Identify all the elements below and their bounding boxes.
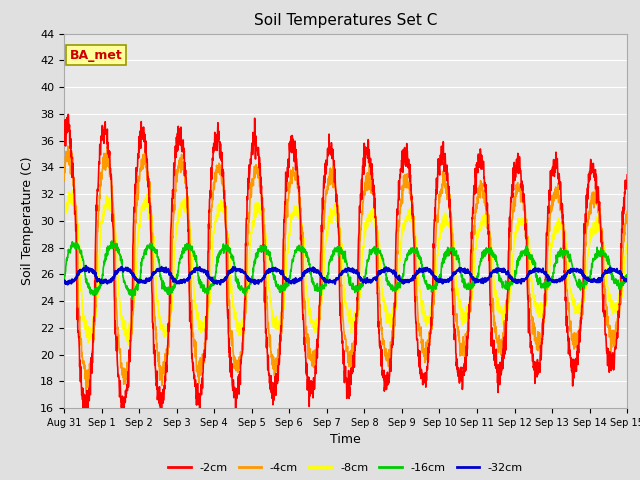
Title: Soil Temperatures Set C: Soil Temperatures Set C <box>254 13 437 28</box>
X-axis label: Time: Time <box>330 433 361 446</box>
Y-axis label: Soil Temperature (C): Soil Temperature (C) <box>22 156 35 285</box>
Legend: -2cm, -4cm, -8cm, -16cm, -32cm: -2cm, -4cm, -8cm, -16cm, -32cm <box>164 458 527 477</box>
Text: BA_met: BA_met <box>70 48 122 61</box>
